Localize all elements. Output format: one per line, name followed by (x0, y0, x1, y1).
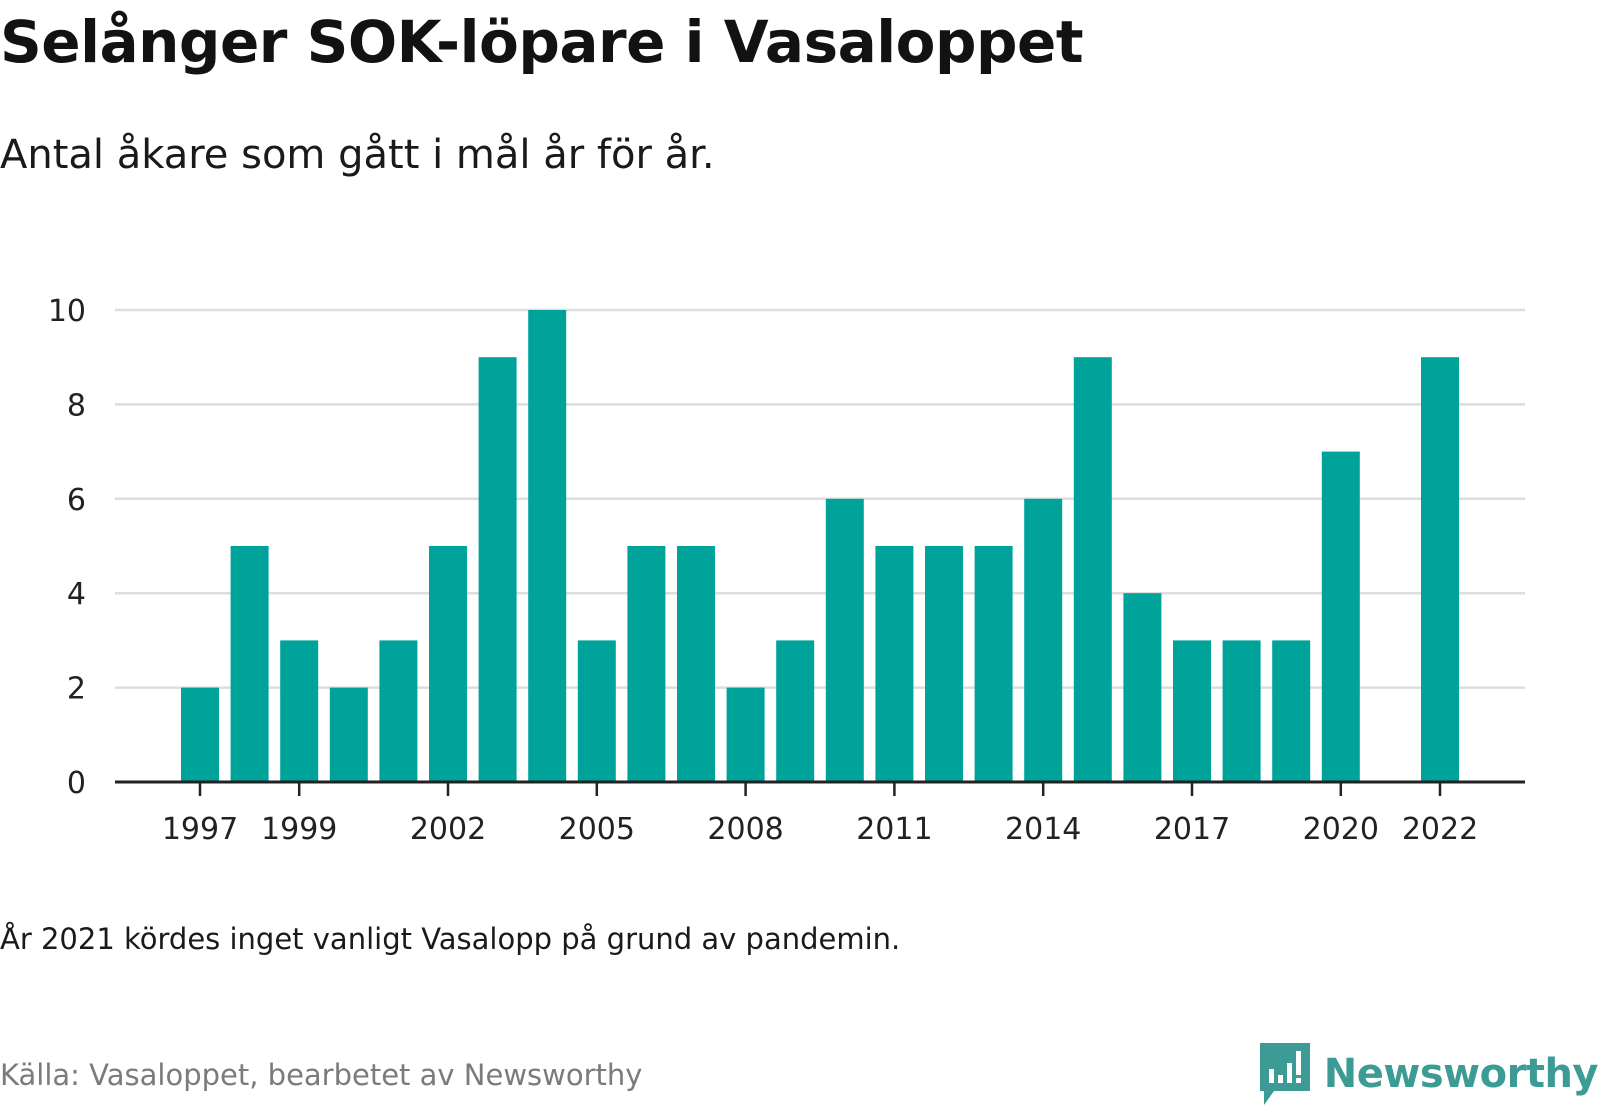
bar-1998 (230, 546, 269, 782)
x-tick-label: 2005 (559, 812, 635, 847)
newsworthy-bar-chart-icon (1259, 1043, 1310, 1105)
x-tick-label: 2002 (410, 812, 486, 847)
bar-2020 (1321, 451, 1360, 782)
bar-2011 (875, 546, 914, 782)
bar-1997 (181, 687, 219, 782)
bar-2022 (1421, 357, 1459, 782)
newsworthy-logo: Newsworthy (1259, 1043, 1599, 1105)
bar-2008 (726, 687, 765, 782)
bar-2006 (627, 546, 666, 782)
chart-title: Selånger SOK-löpare i Vasaloppet (0, 8, 1084, 76)
bar-2003 (478, 357, 517, 782)
bar-2015 (1073, 357, 1112, 782)
x-tick-label: 2008 (707, 812, 783, 847)
y-tick-label: 2 (67, 672, 86, 707)
bar-2002 (429, 546, 467, 782)
y-tick-label: 4 (67, 577, 86, 612)
bar-2009 (776, 640, 815, 782)
y-tick-label: 10 (48, 294, 86, 329)
bar-2004 (528, 310, 567, 782)
bar-1999 (280, 640, 319, 782)
bar-2017 (1173, 640, 1211, 782)
bar-2013 (974, 546, 1013, 782)
chart-subtitle: Antal åkare som gått i mål år för år. (0, 132, 715, 178)
x-tick-label: 2022 (1402, 812, 1478, 847)
x-tick-label: 1999 (261, 812, 337, 847)
bar-2010 (825, 498, 864, 782)
x-tick-label: 2014 (1005, 812, 1081, 847)
bar-2005 (577, 640, 616, 782)
bar-chart: 0 2 4 6 8 10 1997 1999 2002 2005 2008 2011 2014 2017 2… (48, 294, 1525, 847)
source-credit: Källa: Vasaloppet, bearbetet av Newswort… (0, 1058, 643, 1092)
bar-2012 (925, 546, 963, 782)
bar-2007 (677, 546, 715, 782)
y-tick-label: 0 (67, 766, 86, 801)
y-tick-label: 6 (67, 483, 86, 518)
bar-2014 (1024, 498, 1063, 782)
x-tick-label: 2020 (1303, 812, 1379, 847)
x-tick-label: 2017 (1154, 812, 1230, 847)
bar-2001 (379, 640, 418, 782)
y-tick-label: 8 (67, 388, 86, 423)
x-tick-label: 2011 (856, 812, 932, 847)
footnote: År 2021 kördes inget vanligt Vasalopp på… (0, 922, 901, 956)
bar-2000 (329, 687, 368, 782)
bar-2018 (1222, 640, 1261, 782)
bar-2016 (1123, 593, 1162, 782)
bar-2019 (1272, 640, 1311, 782)
newsworthy-logo-text: Newsworthy (1323, 1051, 1599, 1097)
x-tick-label: 1997 (162, 812, 238, 847)
